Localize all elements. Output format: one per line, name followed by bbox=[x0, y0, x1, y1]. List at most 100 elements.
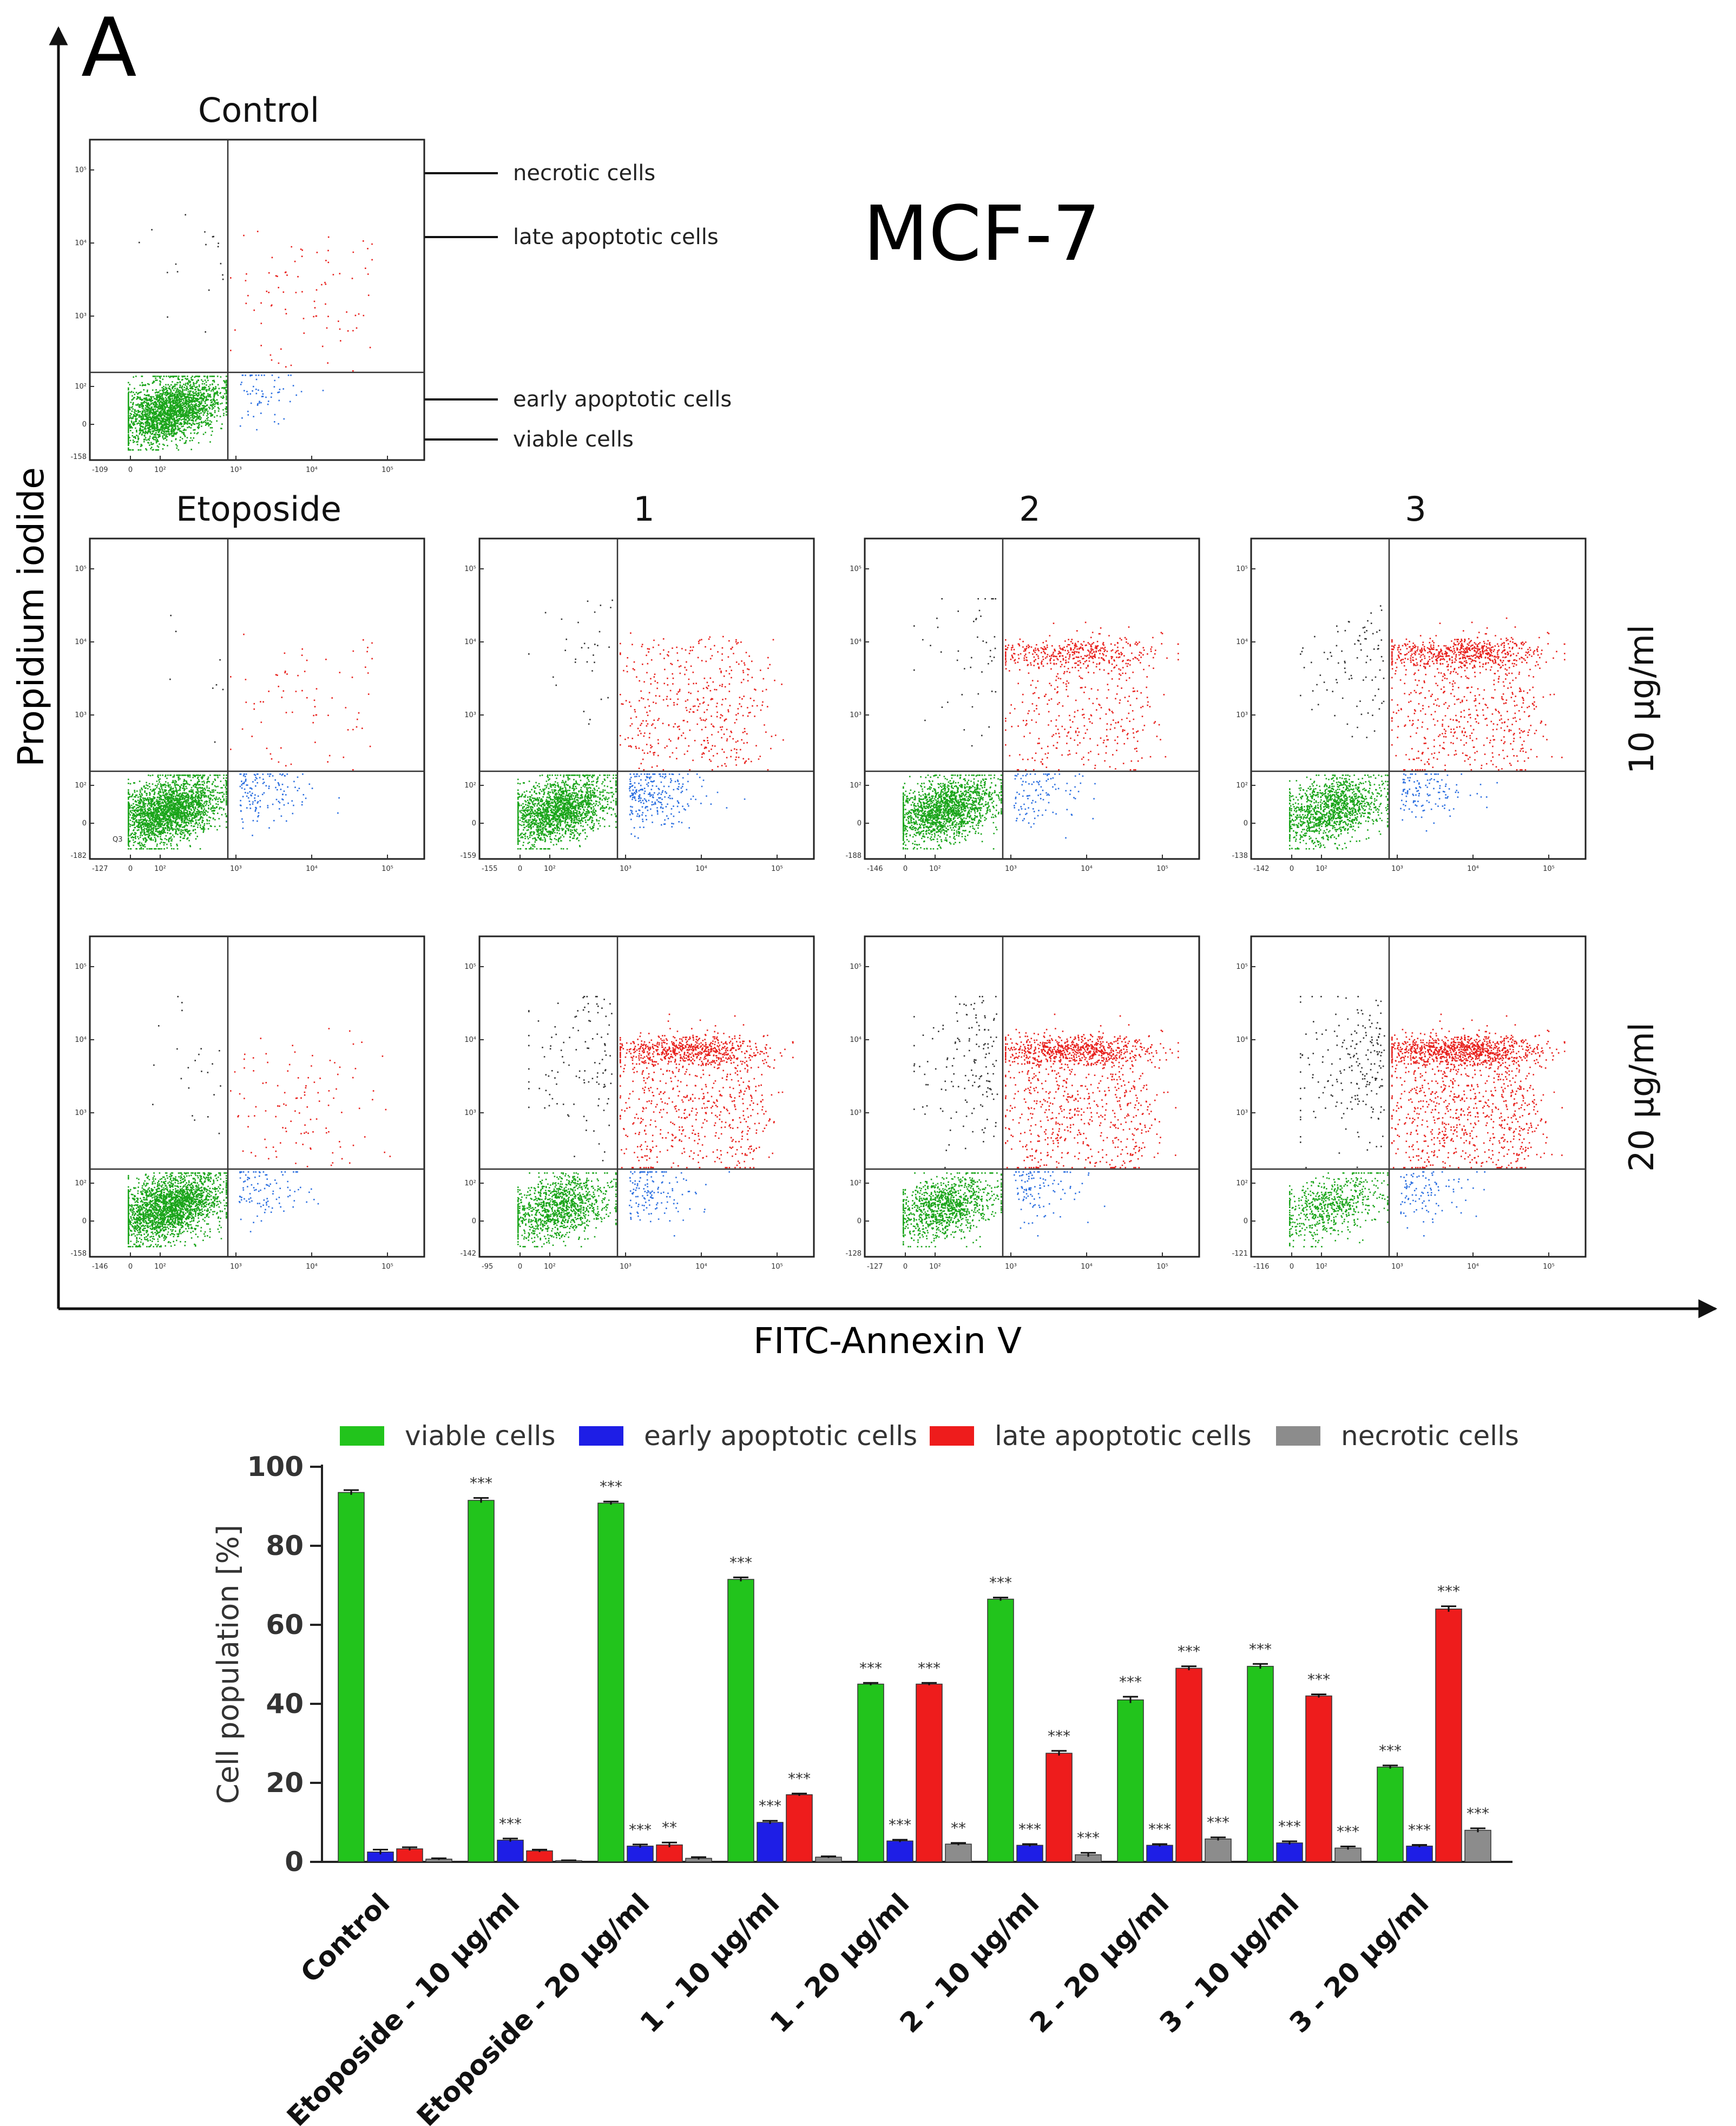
bar bbox=[1464, 1829, 1491, 1862]
y-tick-label: 20 bbox=[266, 1767, 304, 1799]
y-tick-label: 10⁵ bbox=[850, 565, 862, 573]
y-min-label: -182 bbox=[70, 852, 87, 860]
y-tick-label: 10⁵ bbox=[75, 963, 87, 971]
x-tick-label: 10² bbox=[544, 1263, 556, 1271]
scatter-plots: 10⁵ 10⁴ 10³ 10² 0 -158 0 10² 10³ 10⁴ 10⁵ -109 10⁵ 10⁴… bbox=[70, 139, 1587, 1271]
x-tick-label: 10⁵ bbox=[1543, 1263, 1555, 1271]
y-tick-label: 10⁵ bbox=[75, 565, 87, 573]
y-min-label: -138 bbox=[1232, 852, 1248, 860]
legend-swatch bbox=[579, 1426, 623, 1446]
column-title-3: 3 bbox=[1405, 489, 1426, 529]
bar bbox=[786, 1794, 813, 1862]
significance-label: *** bbox=[1278, 1817, 1301, 1835]
bar bbox=[987, 1598, 1014, 1862]
x-tick-label: 10³ bbox=[1005, 1263, 1017, 1271]
viable-cells-dots bbox=[903, 1172, 1002, 1248]
x-tick-label: 10² bbox=[929, 1263, 941, 1271]
y-tick-label: 80 bbox=[266, 1530, 304, 1561]
legend-label: late apoptotic cells bbox=[995, 1420, 1252, 1452]
cell-line-title: MCF-7 bbox=[863, 190, 1101, 278]
late-apoptotic-dots bbox=[620, 632, 784, 771]
y-min-label: -142 bbox=[460, 1250, 476, 1258]
bar bbox=[945, 1843, 972, 1862]
x-tick-label: 10³ bbox=[1391, 1263, 1403, 1271]
significance-label: *** bbox=[1178, 1643, 1200, 1661]
y-tick-label: 60 bbox=[266, 1609, 304, 1641]
y-tick-label: 10⁵ bbox=[1236, 565, 1248, 573]
y-tick-label: 10² bbox=[1236, 782, 1248, 790]
x-tick-label: 10² bbox=[154, 1263, 166, 1271]
annotation-early-apoptotic: early apoptotic cells bbox=[291, 387, 732, 412]
y-tick-label: 10³ bbox=[1236, 1109, 1248, 1117]
y-tick-label: 10² bbox=[464, 782, 476, 790]
y-tick-label: 10² bbox=[850, 782, 862, 790]
bar bbox=[396, 1848, 423, 1862]
y-tick-label: 10⁴ bbox=[850, 1036, 862, 1044]
bar bbox=[1247, 1665, 1274, 1862]
scatter-plot-etoposide-10: 10⁵ 10⁴ 10³ 10² 0 -182 0 10² 10³ 10⁴ 10⁵ -127 Q3 bbox=[70, 537, 425, 873]
bar bbox=[1435, 1609, 1462, 1862]
column-title-2: 2 bbox=[1019, 489, 1040, 529]
x-tick-label: 0 bbox=[128, 1263, 133, 1271]
x-tick-label: 10² bbox=[1316, 1263, 1327, 1271]
x-min-label: -116 bbox=[1253, 1263, 1270, 1271]
panel-label: A bbox=[81, 1, 137, 95]
y-min-label: -188 bbox=[845, 852, 862, 860]
legend-label: early apoptotic cells bbox=[644, 1420, 917, 1452]
annotation-late-label: late apoptotic cells bbox=[513, 225, 719, 250]
y-tick-label: 40 bbox=[266, 1688, 304, 1720]
bar bbox=[1175, 1668, 1202, 1862]
significance-label: *** bbox=[1048, 1727, 1070, 1745]
x-tick-label: 10² bbox=[154, 865, 166, 873]
y-tick-label: 10² bbox=[464, 1179, 476, 1187]
bar bbox=[338, 1492, 365, 1862]
late-apoptotic-dots bbox=[1391, 1013, 1566, 1169]
category-label: 1 - 20 µg/ml bbox=[764, 1887, 916, 2039]
significance-label: *** bbox=[788, 1770, 811, 1788]
significance-label: *** bbox=[470, 1474, 492, 1492]
plot-frame bbox=[478, 537, 815, 860]
y-tick-label: 10³ bbox=[75, 1109, 87, 1117]
x-tick-label: 10⁵ bbox=[771, 865, 783, 873]
bar bbox=[857, 1683, 884, 1862]
x-tick-label: 10⁵ bbox=[1156, 865, 1168, 873]
bar-group-3: *** *** *** 1 - 10 µg/ml bbox=[634, 1553, 842, 2039]
category-label: 3 - 10 µg/ml bbox=[1154, 1887, 1305, 2039]
y-tick-label: 10⁴ bbox=[75, 239, 87, 247]
category-label: 2 - 20 µg/ml bbox=[1024, 1887, 1175, 2039]
y-tick-label: 10³ bbox=[1236, 711, 1248, 719]
x-tick-label: 0 bbox=[1290, 1263, 1294, 1271]
y-tick-label: 0 bbox=[472, 1217, 476, 1225]
y-tick-label: 10² bbox=[75, 782, 87, 790]
column-title-1: 1 bbox=[633, 489, 654, 529]
plot-frame bbox=[89, 139, 425, 461]
y-tick-label: 10⁵ bbox=[464, 565, 476, 573]
x-tick-label: 10² bbox=[544, 865, 556, 873]
y-min-label: -121 bbox=[1232, 1250, 1248, 1258]
significance-label: *** bbox=[1437, 1583, 1460, 1600]
x-min-label: -155 bbox=[482, 865, 498, 873]
x-tick-label: 0 bbox=[128, 865, 133, 873]
y-axis-title: Propidium iodide bbox=[10, 467, 52, 767]
x-tick-label: 10³ bbox=[620, 1263, 632, 1271]
x-min-label: -146 bbox=[867, 865, 883, 873]
x-tick-label: 10³ bbox=[230, 865, 242, 873]
column-title-etoposide: Etoposide bbox=[176, 489, 341, 529]
significance-label: *** bbox=[600, 1478, 622, 1495]
scatter-plot-control: 10⁵ 10⁴ 10³ 10² 0 -158 0 10² 10³ 10⁴ 10⁵ -109 bbox=[70, 139, 425, 474]
control-title: Control bbox=[198, 90, 319, 130]
viable-cells-dots bbox=[517, 775, 617, 850]
bar bbox=[757, 1822, 784, 1862]
significance-label: *** bbox=[918, 1659, 941, 1677]
plot-frame bbox=[478, 935, 815, 1258]
x-min-label: -127 bbox=[867, 1263, 883, 1271]
plot-frame bbox=[864, 935, 1200, 1258]
x-tick-label: 10⁴ bbox=[306, 865, 318, 873]
y-tick-label: 0 bbox=[472, 819, 476, 828]
legend-item-necrotic-cells: necrotic cells bbox=[1276, 1420, 1519, 1452]
row-title-10: 10 µg/ml bbox=[1622, 625, 1661, 774]
significance-label: *** bbox=[729, 1553, 752, 1571]
y-tick-label: 0 bbox=[857, 819, 862, 828]
x-tick-label: 0 bbox=[518, 1263, 522, 1271]
bar bbox=[1305, 1695, 1332, 1862]
